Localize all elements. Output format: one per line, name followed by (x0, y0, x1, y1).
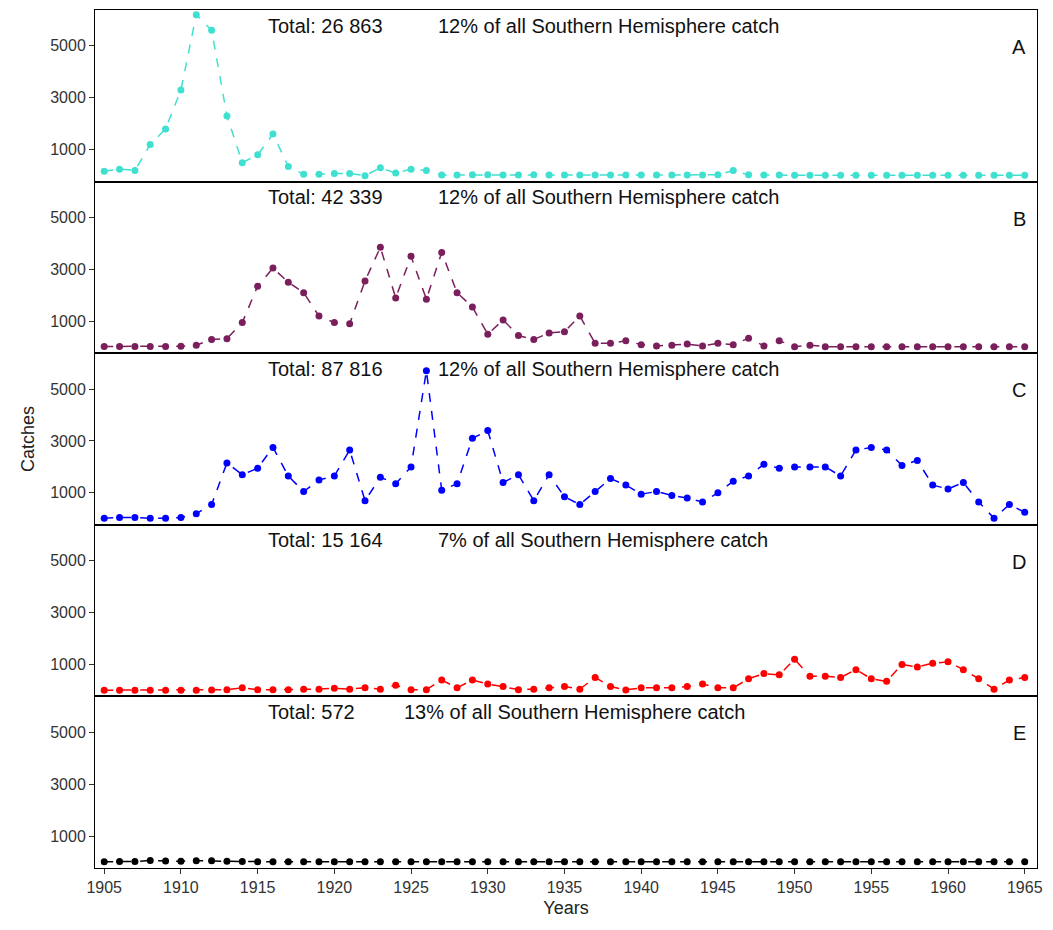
svg-text:1950: 1950 (777, 879, 813, 896)
svg-text:1955: 1955 (854, 879, 890, 896)
svg-text:1000: 1000 (50, 141, 86, 158)
svg-text:3000: 3000 (50, 261, 86, 278)
svg-text:Total: 26 863: Total: 26 863 (268, 15, 383, 37)
svg-text:1940: 1940 (623, 879, 659, 896)
svg-text:E: E (1013, 722, 1026, 744)
svg-text:A: A (1012, 36, 1026, 58)
svg-text:5000: 5000 (50, 209, 86, 226)
svg-text:1000: 1000 (50, 313, 86, 330)
svg-text:1920: 1920 (317, 879, 353, 896)
svg-text:1965: 1965 (1007, 879, 1043, 896)
svg-text:1000: 1000 (50, 484, 86, 501)
svg-text:12% of all Southern Hemisphere: 12% of all Southern Hemisphere catch (438, 358, 779, 380)
svg-text:1930: 1930 (470, 879, 506, 896)
svg-text:7% of all Southern Hemisphere: 7% of all Southern Hemisphere catch (438, 529, 768, 551)
svg-text:C: C (1012, 379, 1026, 401)
svg-text:12% of all Southern Hemisphere: 12% of all Southern Hemisphere catch (438, 15, 779, 37)
svg-text:Total: 15 164: Total: 15 164 (268, 529, 383, 551)
svg-text:D: D (1012, 551, 1026, 573)
svg-text:3000: 3000 (50, 433, 86, 450)
svg-text:1945: 1945 (700, 879, 736, 896)
svg-text:1925: 1925 (393, 879, 429, 896)
svg-text:Total: 572: Total: 572 (268, 701, 355, 723)
svg-text:1905: 1905 (86, 879, 122, 896)
svg-text:13% of all Southern Hemisphere: 13% of all Southern Hemisphere catch (404, 701, 745, 723)
svg-text:Catches: Catches (18, 406, 38, 472)
svg-text:Total: 87 816: Total: 87 816 (268, 358, 383, 380)
svg-text:Total: 42 339: Total: 42 339 (268, 186, 383, 208)
svg-text:3000: 3000 (50, 604, 86, 621)
svg-text:5000: 5000 (50, 37, 86, 54)
svg-text:1935: 1935 (547, 879, 583, 896)
svg-text:3000: 3000 (50, 89, 86, 106)
svg-text:5000: 5000 (50, 381, 86, 398)
svg-text:Years: Years (543, 898, 588, 918)
svg-text:B: B (1013, 208, 1026, 230)
svg-text:1915: 1915 (240, 879, 276, 896)
svg-text:5000: 5000 (50, 724, 86, 741)
svg-text:12% of all Southern Hemisphere: 12% of all Southern Hemisphere catch (438, 186, 779, 208)
svg-text:1910: 1910 (163, 879, 199, 896)
svg-text:3000: 3000 (50, 776, 86, 793)
svg-text:5000: 5000 (50, 552, 86, 569)
svg-text:1000: 1000 (50, 656, 86, 673)
svg-text:1960: 1960 (930, 879, 966, 896)
svg-text:1000: 1000 (50, 828, 86, 845)
